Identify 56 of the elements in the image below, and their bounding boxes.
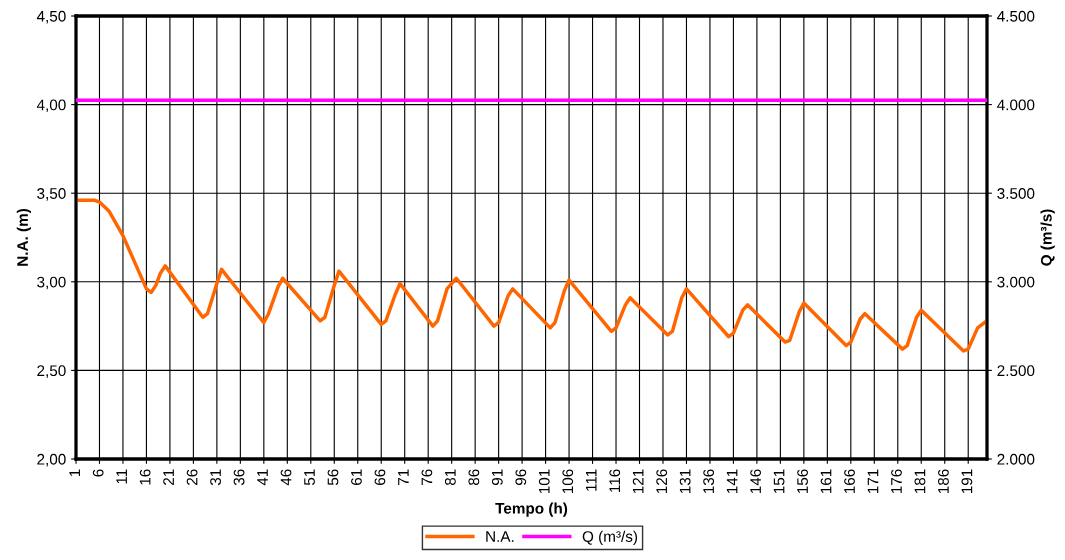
x-tick-label: 161 — [820, 469, 832, 494]
y-tick-label: 2,00 — [37, 453, 66, 467]
y-tick-label: 3,00 — [37, 276, 66, 290]
x-tick-label: 31 — [210, 469, 221, 486]
y-tick-label: 2,50 — [37, 365, 66, 378]
x-tick-label: 6 — [92, 469, 104, 477]
x-tick-label: 171 — [867, 469, 879, 494]
y-tick-label: 4,00 — [36, 99, 66, 113]
x-tick-label: 86 — [468, 469, 480, 486]
x-tick-label: 16 — [139, 469, 151, 485]
x-tick-label: 76 — [421, 469, 433, 485]
x-tick-label: 21 — [163, 469, 174, 485]
x-tick-label: 26 — [186, 469, 198, 485]
y2-tick-label: 4.000 — [997, 99, 1035, 111]
x-tick-label: 141 — [726, 469, 738, 494]
x-tick-label: 106 — [562, 469, 574, 494]
x-tick-label: 101 — [538, 469, 550, 494]
x-tick-label: 96 — [515, 469, 527, 485]
y-tick-label: 3,50 — [37, 188, 66, 201]
legend-label: Q (m³/s) — [582, 530, 638, 545]
y2-axis-title: Q (m³/s) — [1040, 209, 1055, 266]
x-tick-label: 151 — [773, 469, 785, 494]
legend-label: N.A. — [486, 531, 514, 542]
x-tick-label: 146 — [750, 469, 761, 494]
x-tick-label: 136 — [703, 469, 715, 494]
x-tick-label: 66 — [374, 469, 386, 485]
x-tick-label: 156 — [797, 469, 808, 494]
x-tick-label: 191 — [961, 469, 973, 494]
y-tick-label: 4,50 — [36, 10, 66, 24]
x-tick-label: 1 — [69, 469, 80, 477]
x-tick-label: 186 — [938, 469, 949, 494]
x-tick-label: 81 — [444, 469, 456, 486]
x-tick-label: 71 — [398, 469, 409, 485]
x-tick-label: 61 — [351, 469, 362, 485]
x-tick-label: 91 — [491, 469, 503, 485]
x-axis-title: Tempo (h) — [495, 502, 568, 517]
y-axis-title: N.A. (m) — [16, 208, 31, 266]
y2-tick-label: 3.500 — [997, 188, 1035, 199]
x-tick-label: 36 — [233, 469, 245, 486]
x-tick-label: 126 — [656, 469, 668, 494]
x-tick-label: 51 — [304, 469, 315, 486]
x-tick-label: 111 — [585, 469, 597, 491]
y2-tick-label: 3.000 — [997, 276, 1035, 288]
y2-tick-label: 2.500 — [997, 365, 1035, 377]
x-tick-label: 41 — [257, 469, 268, 486]
x-tick-label: 176 — [891, 469, 902, 494]
x-tick-label: 121 — [632, 469, 644, 494]
y2-tick-label: 4.500 — [997, 10, 1035, 22]
x-tick-label: 166 — [844, 469, 855, 494]
x-tick-label: 56 — [327, 469, 339, 486]
x-tick-label: 181 — [914, 469, 926, 494]
x-tick-label: 116 — [609, 469, 621, 492]
x-tick-label: 11 — [116, 469, 127, 484]
x-tick-label: 46 — [280, 469, 292, 486]
x-tick-label: 131 — [679, 469, 691, 494]
y2-tick-label: 2.000 — [997, 453, 1035, 465]
